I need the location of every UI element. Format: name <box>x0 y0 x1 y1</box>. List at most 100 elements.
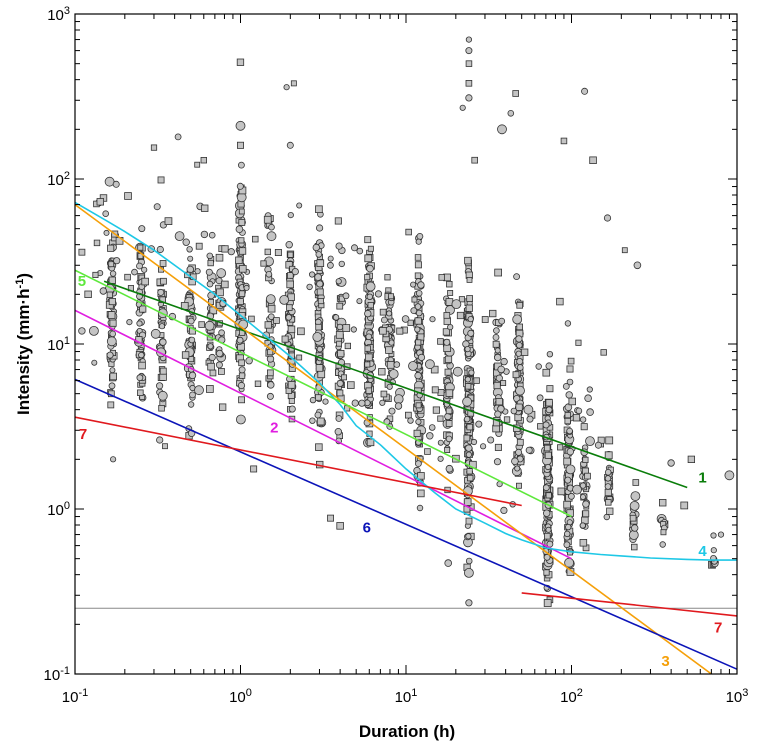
data-point <box>379 308 387 316</box>
data-point <box>287 381 296 389</box>
data-point <box>581 87 589 95</box>
data-point <box>467 315 474 323</box>
data-point <box>537 423 544 430</box>
curve-5 <box>75 269 572 518</box>
data-point <box>710 547 717 554</box>
data-point <box>194 385 204 396</box>
data-point <box>344 342 352 350</box>
data-point <box>378 368 386 376</box>
data-point <box>279 294 290 305</box>
data-point <box>286 141 294 149</box>
data-point <box>296 202 303 209</box>
data-point <box>415 238 422 245</box>
data-point <box>465 517 473 525</box>
data-point <box>546 351 554 358</box>
data-point <box>186 246 193 253</box>
data-point <box>603 214 612 222</box>
data-point <box>542 421 550 429</box>
data-point <box>136 320 143 327</box>
data-point <box>724 470 735 481</box>
data-point <box>545 362 553 370</box>
data-point <box>386 361 395 369</box>
data-point <box>281 335 289 343</box>
data-point <box>443 312 451 319</box>
data-point <box>286 304 293 311</box>
data-point <box>138 361 146 370</box>
curve-label-1: 1 <box>698 469 706 486</box>
data-point <box>564 476 572 484</box>
data-point <box>356 298 363 305</box>
data-point <box>102 210 109 218</box>
data-point <box>238 290 246 297</box>
data-point <box>507 110 515 117</box>
data-point <box>236 336 244 344</box>
data-point <box>107 244 115 252</box>
data-point <box>288 397 295 404</box>
data-point <box>181 351 190 359</box>
curve-1 <box>103 280 688 489</box>
data-point <box>157 176 165 184</box>
data-point <box>108 382 116 390</box>
curve-4 <box>75 201 737 561</box>
data-point <box>159 338 167 346</box>
data-point <box>464 383 472 390</box>
data-point <box>297 327 305 336</box>
data-point <box>287 272 294 279</box>
data-point <box>544 532 551 540</box>
data-point <box>629 514 637 522</box>
data-point <box>315 251 323 258</box>
data-point <box>415 309 423 317</box>
data-point <box>479 443 487 450</box>
data-point <box>494 410 502 418</box>
data-point <box>109 319 117 327</box>
data-point <box>159 373 167 381</box>
data-point <box>266 231 277 242</box>
data-point <box>109 367 116 374</box>
data-point <box>99 287 107 295</box>
data-point <box>556 297 564 306</box>
data-point <box>604 488 612 497</box>
data-point <box>465 47 473 55</box>
data-point <box>164 217 173 225</box>
data-point <box>633 261 642 270</box>
data-point <box>544 444 551 452</box>
data-point <box>475 420 483 428</box>
data-point <box>227 248 235 256</box>
data-point <box>250 465 258 473</box>
data-point <box>112 180 120 188</box>
data-point <box>586 408 594 416</box>
data-point <box>405 228 412 236</box>
data-point <box>514 465 521 472</box>
data-point <box>463 416 471 423</box>
data-point <box>317 297 324 305</box>
data-point <box>267 313 275 321</box>
data-point <box>364 353 373 362</box>
data-point <box>266 392 274 400</box>
data-point <box>564 417 571 425</box>
data-point <box>93 239 101 247</box>
data-point <box>141 277 149 286</box>
data-point <box>545 492 552 499</box>
data-point <box>209 369 217 377</box>
data-point <box>237 161 245 169</box>
data-point <box>350 244 358 252</box>
data-point <box>512 90 519 97</box>
data-point <box>446 280 453 288</box>
data-point <box>238 311 246 319</box>
data-point <box>157 390 168 401</box>
data-point <box>414 317 422 325</box>
data-point <box>489 309 497 318</box>
data-point <box>463 498 472 506</box>
data-point <box>367 245 374 252</box>
data-point <box>500 357 508 366</box>
data-point <box>92 271 99 278</box>
data-point <box>341 374 347 381</box>
data-point <box>195 242 203 250</box>
data-point <box>515 341 523 349</box>
data-point <box>417 333 425 341</box>
data-point <box>631 543 638 551</box>
data-point <box>413 429 421 437</box>
data-point <box>471 156 478 164</box>
data-point <box>579 482 587 489</box>
data-point <box>187 401 195 408</box>
